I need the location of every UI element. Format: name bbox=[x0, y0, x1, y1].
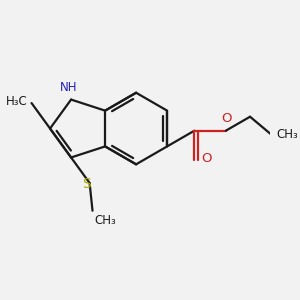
Text: O: O bbox=[202, 152, 212, 165]
Text: H₃C: H₃C bbox=[5, 95, 27, 108]
Text: CH₃: CH₃ bbox=[276, 128, 298, 141]
Text: O: O bbox=[221, 112, 232, 125]
Text: S: S bbox=[82, 177, 91, 191]
Text: CH₃: CH₃ bbox=[94, 214, 116, 227]
Text: NH: NH bbox=[59, 81, 77, 94]
